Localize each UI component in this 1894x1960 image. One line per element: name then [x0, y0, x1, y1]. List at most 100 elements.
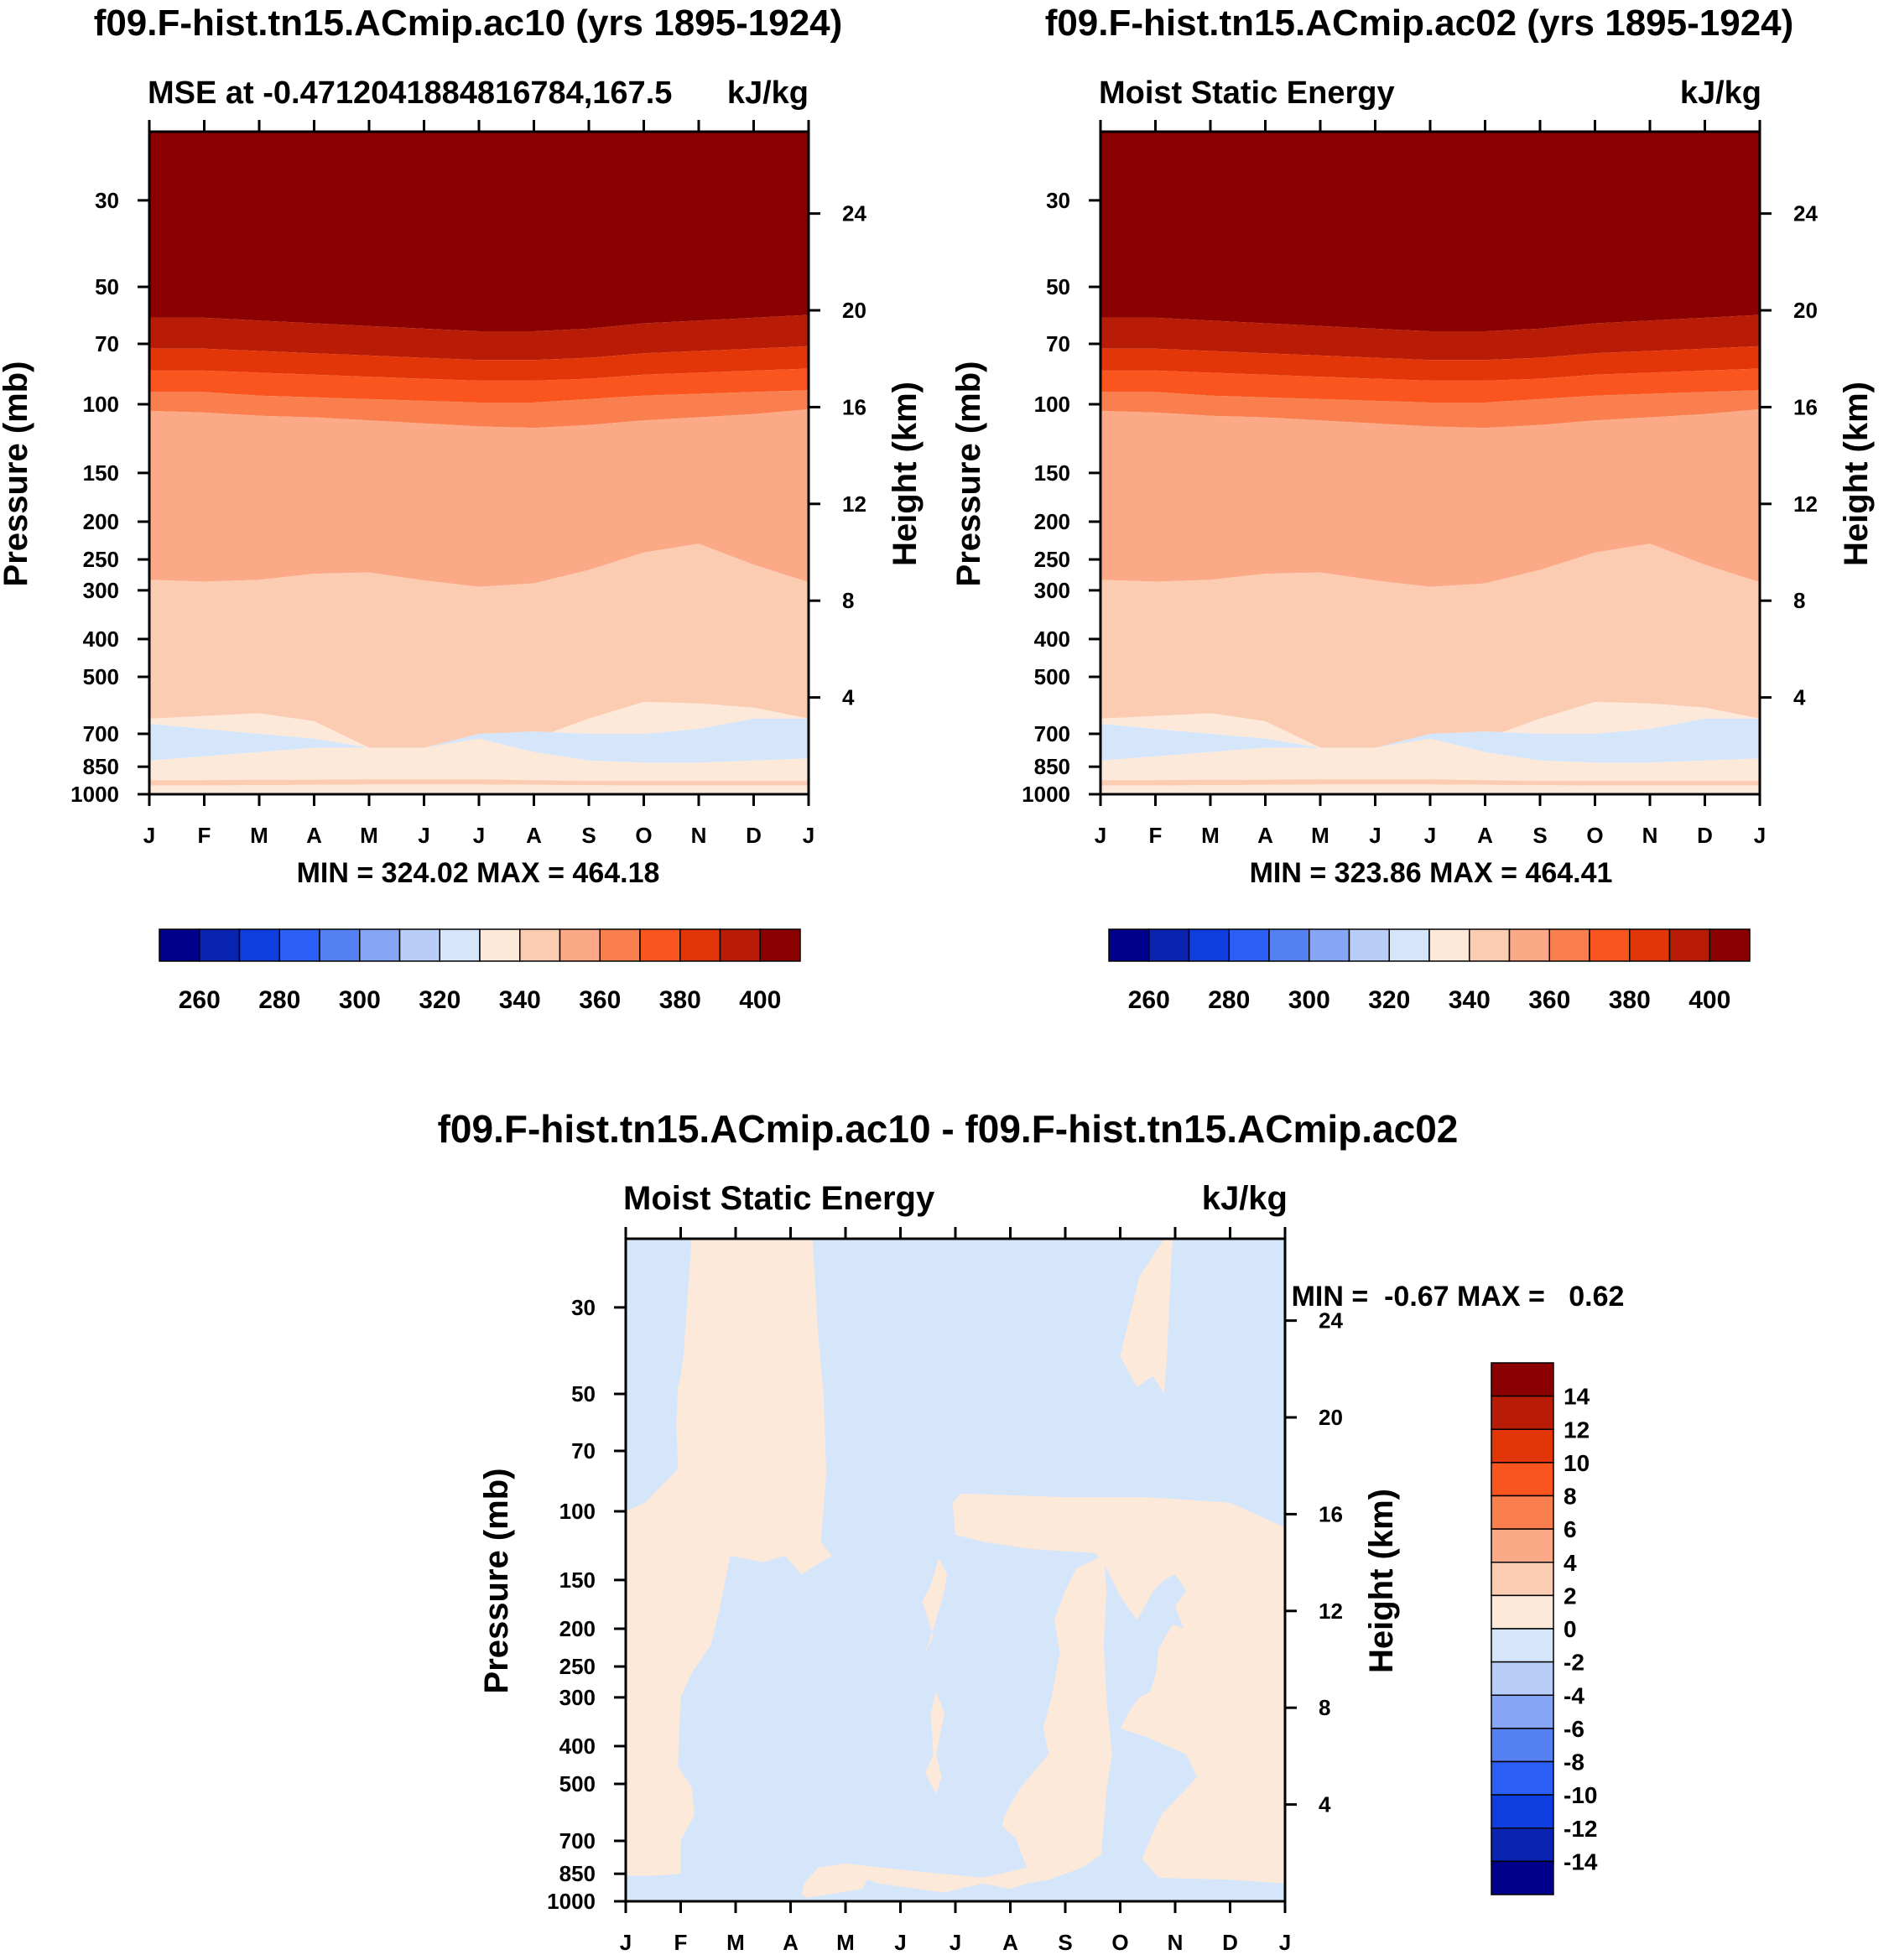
y2-tick-label: 4: [842, 685, 855, 710]
y-tick-label: 500: [559, 1771, 596, 1796]
y2-tick-label: 24: [842, 201, 866, 226]
contour-band: [149, 132, 809, 331]
colorbar-label: -4: [1564, 1682, 1584, 1708]
y-tick-label: 150: [559, 1567, 596, 1593]
colorbar-swatch: [1469, 928, 1511, 962]
y-tick-label: 30: [1046, 188, 1070, 213]
x-tick-label: J: [1279, 1930, 1291, 1955]
min-max-stats: MIN = -0.67 MAX = 0.62: [1292, 1281, 1625, 1313]
colorbar-swatch: [1709, 928, 1751, 962]
x-tick-label: J: [803, 823, 814, 848]
colorbar-label: 340: [1449, 986, 1491, 1014]
contour-band: [1100, 718, 1760, 763]
x-tick-label: J: [473, 823, 485, 848]
y-tick-label: 100: [83, 392, 119, 417]
y2-tick-label: 20: [1319, 1405, 1343, 1430]
y2-tick-label: 8: [1319, 1695, 1330, 1720]
y-tick-label: 250: [83, 547, 119, 572]
colorbar-swatch: [599, 928, 641, 962]
units-label: kJ/kg: [727, 75, 809, 111]
x-tick-label: M: [1201, 823, 1220, 848]
y-tick-label: 500: [1034, 664, 1070, 689]
x-tick-label: A: [1477, 823, 1493, 848]
colorbar-swatch: [238, 928, 280, 962]
y-tick-label: 70: [571, 1438, 596, 1464]
x-tick-label: J: [894, 1930, 906, 1955]
y-tick-label: 30: [571, 1295, 596, 1320]
contour-band: [1100, 409, 1760, 587]
x-tick-label: A: [526, 823, 542, 848]
colorbar-swatch: [1491, 1562, 1554, 1597]
contour-plot: J F M A M J J A S O N D J 30 50 70 100 150 200 250 300 400 500…: [547, 1227, 1343, 1955]
y-tick-label: 700: [1034, 721, 1070, 746]
y2-tick-label: 12: [1319, 1599, 1343, 1624]
colorbar-swatch: [1491, 1462, 1554, 1497]
units-label: kJ/kg: [1680, 75, 1761, 111]
y-tick-label: 150: [1034, 460, 1070, 486]
colorbar-label: 340: [499, 986, 541, 1014]
colorbar-swatch: [359, 928, 401, 962]
colorbar-swatch: [1629, 928, 1671, 962]
colorbar-swatch: [1491, 1495, 1554, 1530]
contour-band: [1100, 784, 1760, 793]
x-tick-label: M: [726, 1930, 745, 1955]
x-tick-label: N: [1642, 823, 1658, 848]
colorbar-label: -8: [1564, 1749, 1584, 1775]
colorbar-label: 280: [258, 986, 300, 1014]
panel-title: f09.F-hist.tn15.ACmip.ac10 - f09.F-hist.…: [438, 1107, 1459, 1151]
y2-tick-label: 4: [1319, 1792, 1331, 1817]
colorbar-label: 400: [1688, 986, 1730, 1014]
y-tick-label: 50: [571, 1381, 596, 1406]
colorbar-swatch: [1491, 1860, 1554, 1895]
x-tick-label: A: [1257, 823, 1273, 848]
colorbar-swatch: [479, 928, 521, 962]
y-tick-label: 200: [83, 509, 119, 534]
contour-band: [1100, 346, 1760, 381]
x-tick-label: N: [691, 823, 707, 848]
colorbar-label: 8: [1564, 1484, 1577, 1510]
panel-difference: f09.F-hist.tn15.ACmip.ac10 - f09.F-hist.…: [438, 1107, 1625, 1955]
positive-region: [626, 1239, 832, 1876]
y-tick-label: 200: [1034, 509, 1070, 534]
y-tick-label: 70: [95, 331, 119, 356]
colorbar-swatch: [1228, 928, 1270, 962]
x-tick-label: N: [1168, 1930, 1184, 1955]
y-tick-label: 1000: [1022, 782, 1070, 807]
colorbar-swatch: [1268, 928, 1310, 962]
x-tick-label: J: [620, 1930, 632, 1955]
colorbar-swatch: [439, 928, 481, 962]
contour-band: [149, 368, 809, 403]
colorbar-swatch: [1491, 1528, 1554, 1563]
y-tick-label: 50: [1046, 274, 1070, 299]
colorbar-swatch: [1108, 928, 1150, 962]
y-tick-label: 100: [559, 1499, 596, 1524]
y-tick-label: 850: [1034, 754, 1070, 779]
x-tick-label: J: [143, 823, 155, 848]
panel-title: f09.F-hist.tn15.ACmip.ac02 (yrs 1895-192…: [1045, 3, 1794, 44]
colorbar-label: 300: [339, 986, 381, 1014]
colorbar-swatch: [1348, 928, 1390, 962]
contour-band: [1100, 132, 1760, 331]
contour-band: [1100, 543, 1760, 748]
panel-ac02: f09.F-hist.tn15.ACmip.ac02 (yrs 1895-192…: [950, 3, 1875, 1014]
colorbar-label: 320: [1368, 986, 1410, 1014]
y-tick-label: 1000: [547, 1889, 596, 1914]
colorbar-swatch: [1491, 1728, 1554, 1763]
contour-band: [1100, 368, 1760, 403]
x-tick-label: F: [1149, 823, 1163, 848]
x-tick-label: O: [635, 823, 652, 848]
y-tick-label: 850: [559, 1861, 596, 1886]
y-tick-label: 70: [1046, 331, 1070, 356]
left-string: Moist Static Energy: [1099, 75, 1395, 111]
colorbar-label: -10: [1564, 1782, 1597, 1808]
colorbar-label: -12: [1564, 1816, 1597, 1842]
contour-band: [1100, 702, 1760, 748]
units-label: kJ/kg: [1202, 1180, 1288, 1217]
x-tick-label: J: [1095, 823, 1106, 848]
x-tick-label: S: [1058, 1930, 1072, 1955]
y2-tick-label: 16: [842, 394, 866, 419]
contour-band: [1100, 738, 1760, 782]
x-tick-label: D: [1222, 1930, 1238, 1955]
y2-tick-label: 24: [1319, 1308, 1343, 1334]
